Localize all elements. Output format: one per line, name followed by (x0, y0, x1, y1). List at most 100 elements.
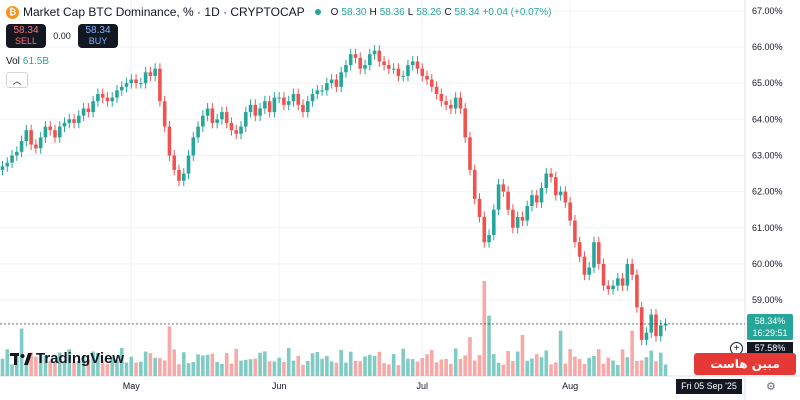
candle-body (196, 126, 200, 138)
volume-bar (148, 353, 153, 376)
candle-body (377, 50, 382, 62)
volume-bar (15, 353, 19, 376)
candle-body (449, 104, 453, 109)
candle-body (477, 198, 482, 217)
volume-bar (472, 360, 477, 376)
volume-bar (496, 362, 501, 376)
volume-bar (91, 351, 95, 376)
price-tick-label: 59.00% (752, 295, 783, 305)
candle-body (186, 155, 191, 174)
host-watermark: مبین هاست (694, 353, 796, 375)
candle-body (606, 285, 611, 290)
volume-bar (611, 360, 615, 376)
volume-bar (153, 357, 157, 376)
candle-body (596, 242, 601, 264)
volume-bar (100, 360, 105, 376)
candle-body (549, 173, 553, 178)
price-tick-label: 60.00% (752, 259, 783, 269)
buy-button[interactable]: 58.34 BUY (78, 24, 118, 48)
price-tick-label: 61.00% (752, 223, 783, 233)
volume-bar (29, 352, 33, 376)
candle-body (305, 101, 310, 113)
volume-bar (344, 362, 348, 376)
volume-bar (134, 362, 138, 376)
candle-body (158, 68, 162, 102)
candle-body (162, 101, 167, 127)
volume-bar (119, 347, 124, 376)
volume-value: 61.5B (22, 56, 50, 67)
volume-bar (172, 349, 177, 376)
candle-body (534, 195, 539, 203)
tradingview-logo[interactable]: TradingView (10, 350, 124, 367)
candle-body (119, 86, 124, 91)
candle-body (191, 137, 196, 156)
sell-button[interactable]: 58.34 SELL (6, 24, 46, 48)
candle-body (124, 83, 129, 87)
price-tick-label: 67.00% (752, 6, 783, 16)
candle-body (258, 108, 262, 116)
collapse-legend-button[interactable]: ︿ (6, 72, 28, 88)
volume-bar (196, 354, 200, 376)
candle-body (563, 191, 568, 203)
candle-body (554, 177, 558, 196)
volume-bar (534, 354, 539, 376)
candle-body (382, 61, 386, 66)
price-tick-label: 62.00% (752, 187, 783, 197)
price-tick-label: 63.00% (752, 150, 783, 160)
volume-bar (53, 361, 57, 376)
volume-bar (515, 351, 520, 376)
candle-body (77, 115, 81, 123)
candle-body (353, 54, 358, 58)
candle-body (81, 108, 86, 116)
volume-bar (258, 352, 262, 376)
candle-body (616, 278, 620, 286)
volume-bar (501, 364, 506, 376)
volume-bar (243, 359, 248, 376)
volume-bar (520, 334, 525, 376)
volume-bar (348, 351, 353, 376)
candle-body (239, 126, 243, 134)
tradingview-logo-text: TradingView (36, 350, 125, 367)
volume-bar (606, 357, 611, 376)
volume-bar (143, 351, 148, 376)
volume-bar (453, 348, 458, 376)
volume-bar (282, 362, 286, 376)
volume-bar (86, 359, 91, 376)
candle-body (96, 94, 100, 102)
last-price-value: 58.34% (754, 316, 786, 326)
volume-bar (635, 360, 639, 376)
candle-body (644, 332, 649, 340)
candle-body (253, 104, 258, 116)
volume-bar (115, 360, 119, 376)
volume-bar (96, 353, 100, 376)
candle-body (515, 216, 520, 228)
volume-bar (24, 363, 29, 376)
volume-bar (277, 357, 281, 376)
volume-bar (406, 358, 410, 376)
candle-body (506, 191, 510, 210)
bitcoin-icon: ₿ (6, 5, 19, 19)
settings-icon[interactable]: ⚙ (766, 381, 776, 393)
symbol-title[interactable]: Market Cap BTC Dominance, % · 1D · CRYPT… (23, 5, 305, 19)
candle-body (129, 79, 134, 84)
volume-bar (48, 361, 52, 376)
candle-body (210, 108, 215, 123)
candle-body (282, 97, 286, 105)
spread-value: 0.00 (53, 31, 71, 41)
volume-bar (396, 365, 401, 376)
volume-bar (62, 361, 67, 376)
candle-body (635, 274, 639, 308)
high-label: H (369, 6, 377, 18)
volume-bar (458, 358, 463, 376)
crosshair-date-tag: Fri 05 Sep '25 (676, 379, 742, 394)
volume-bar (286, 348, 291, 376)
volume-bar (229, 363, 234, 376)
low-label: L (407, 6, 414, 18)
candle-body (625, 263, 630, 286)
volume-bar (19, 328, 24, 376)
candle-body (463, 108, 467, 138)
volume-bar (253, 358, 258, 376)
candle-body (406, 65, 410, 76)
sell-price: 58.34 (13, 25, 39, 36)
